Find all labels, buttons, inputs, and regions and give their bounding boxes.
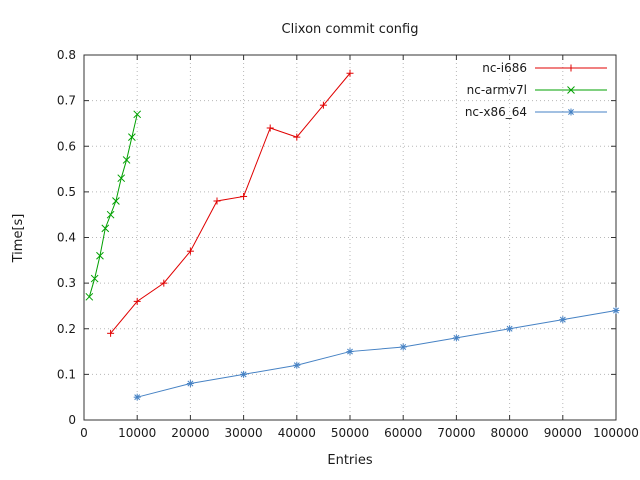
series-line-nc-i686 (110, 72, 351, 334)
cross-marker (90, 274, 99, 283)
x-tick-label: 50000 (331, 426, 369, 440)
y-tick-label: 0.1 (57, 367, 76, 381)
y-tick-label: 0.8 (57, 48, 76, 62)
y-tick-label: 0.5 (57, 185, 76, 199)
cross-marker (133, 110, 142, 119)
x-tick-label: 60000 (384, 426, 422, 440)
series-line-nc-armv7l (88, 114, 138, 297)
cross-marker (96, 251, 104, 260)
x-tick-label: 70000 (437, 426, 475, 440)
y-tick-label: 0.3 (57, 276, 76, 290)
star-marker (134, 394, 141, 401)
y-tick-label: 0.2 (57, 322, 76, 336)
star-marker (187, 380, 194, 387)
y-tick-label: 0 (68, 413, 76, 427)
y-tick-label: 0.7 (57, 94, 76, 108)
cross-marker (122, 156, 131, 164)
y-tick-label: 0.4 (57, 231, 76, 245)
x-tick-label: 80000 (491, 426, 529, 440)
star-marker (347, 348, 353, 355)
y-tick-label: 0.6 (57, 139, 76, 153)
star-marker (613, 307, 619, 314)
x-tick-label: 0 (80, 426, 88, 440)
plot-generated-content: 0 10000 20000 30000 40000 50000 60000 70000 8000… (57, 48, 639, 440)
star-marker (400, 344, 407, 350)
x-tick-label: 40000 (278, 426, 316, 440)
series-line-nc-x86_64 (137, 310, 617, 398)
cross-marker (112, 197, 120, 205)
y-axis-label: Time[s] (11, 214, 26, 264)
cross-marker (101, 224, 110, 233)
cross-marker (85, 292, 94, 301)
x-tick-label: 90000 (544, 426, 582, 440)
chart-title: Clixon commit config (282, 22, 419, 37)
star-marker (559, 316, 566, 323)
x-tick-label: 100000 (593, 426, 639, 440)
cross-marker (117, 174, 126, 183)
cross-marker (567, 86, 575, 94)
x-axis-label: Entries (327, 453, 373, 468)
star-marker (453, 334, 460, 341)
legend-label-nc-x86_64: nc-x86_64 (465, 105, 527, 119)
cross-marker (128, 133, 136, 141)
star-marker (293, 362, 300, 369)
star-marker (506, 325, 513, 332)
star-marker (568, 109, 574, 115)
cross-marker (106, 210, 115, 219)
x-tick-label: 20000 (171, 426, 209, 440)
star-marker (240, 371, 247, 378)
x-tick-label: 30000 (225, 426, 263, 440)
legend-label-nc-armv7l: nc-armv7l (467, 83, 527, 97)
legend-label-nc-i686: nc-i686 (482, 61, 527, 75)
x-tick-label: 10000 (118, 426, 156, 440)
